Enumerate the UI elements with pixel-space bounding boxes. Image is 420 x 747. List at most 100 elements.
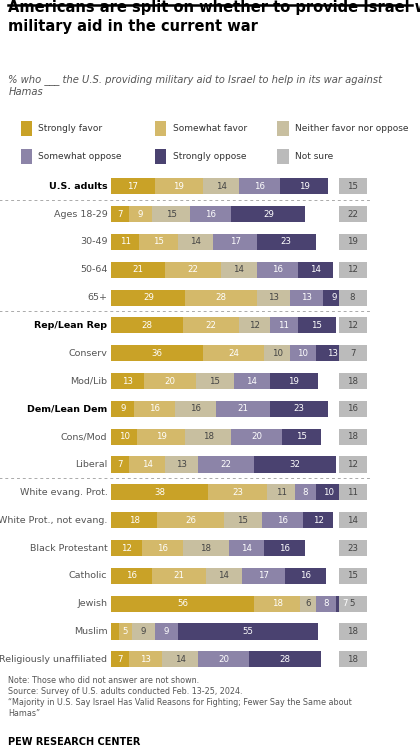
Text: Liberal: Liberal [75,460,108,469]
Text: 56: 56 [177,599,188,608]
Text: 5: 5 [350,599,355,608]
Text: 13: 13 [122,376,134,385]
Bar [111,234,139,250]
Bar [155,624,178,639]
Text: 13: 13 [176,460,187,469]
Text: 8: 8 [302,488,308,497]
Text: 12: 12 [249,321,260,330]
Bar [216,401,270,417]
Bar [111,290,185,306]
Text: 12: 12 [347,460,358,469]
Bar [270,373,318,389]
Bar [290,290,323,306]
Text: 22: 22 [205,321,216,330]
Text: Jewish: Jewish [77,599,108,608]
Text: 13: 13 [268,293,279,302]
Bar [134,401,175,417]
Text: 11: 11 [120,238,131,247]
Bar [152,568,206,584]
Bar [198,651,249,667]
Text: 7: 7 [118,210,123,219]
Text: 21: 21 [173,571,184,580]
Bar [111,317,183,333]
Bar [229,540,265,556]
Text: 20: 20 [218,655,229,664]
Text: 7: 7 [350,349,355,358]
Text: 15: 15 [153,238,164,247]
Text: 23: 23 [347,544,358,553]
Bar [165,261,221,278]
Text: Strongly oppose: Strongly oppose [173,152,246,161]
Text: 9: 9 [332,293,337,302]
Bar [282,429,320,444]
Bar [111,261,165,278]
Bar [111,484,208,500]
Bar [257,261,298,278]
Bar [111,595,254,612]
Text: 15: 15 [296,433,307,441]
Text: Somewhat favor: Somewhat favor [173,124,247,133]
Text: 14: 14 [310,265,321,274]
Text: 12: 12 [121,544,132,553]
Text: Black Protestant: Black Protestant [30,544,108,553]
Text: U.S. adults: U.S. adults [49,182,108,190]
Text: Dem/Lean Dem: Dem/Lean Dem [27,404,108,413]
Text: 21: 21 [237,404,248,413]
Bar [267,484,295,500]
Bar [163,651,198,667]
Text: Somewhat oppose: Somewhat oppose [38,152,122,161]
Text: 11: 11 [347,488,358,497]
Bar [111,345,203,362]
Text: 26: 26 [185,515,196,524]
Text: 18: 18 [347,433,358,441]
Bar [241,568,285,584]
Text: 15: 15 [311,321,322,330]
Bar [339,512,367,528]
Text: 65+: 65+ [87,293,108,302]
Bar [111,456,129,473]
Text: % who ___ the U.S. providing military aid to Israel to help in its war against
H: % who ___ the U.S. providing military ai… [8,74,382,97]
Bar [339,484,367,500]
Text: 28: 28 [142,321,152,330]
Text: 12: 12 [347,265,358,274]
Bar [323,290,346,306]
Text: 23: 23 [294,404,304,413]
Text: 16: 16 [300,571,311,580]
Text: Cons/Mod: Cons/Mod [61,433,108,441]
Text: 55: 55 [242,627,253,636]
Text: 38: 38 [154,488,165,497]
Bar [129,651,163,667]
Text: 22: 22 [187,265,199,274]
Bar [339,317,367,333]
Text: 7: 7 [118,460,123,469]
Text: 16: 16 [149,404,160,413]
Bar [339,345,367,362]
Text: 50-64: 50-64 [80,265,108,274]
Text: Mod/Lib: Mod/Lib [71,376,108,385]
Bar [336,595,354,612]
Text: Religiously unaffiliated: Religiously unaffiliated [0,655,108,664]
Bar [129,206,152,222]
Bar [254,595,300,612]
Bar [280,179,328,194]
Text: 20: 20 [165,376,176,385]
Text: 8: 8 [323,599,328,608]
Bar [270,317,298,333]
Bar [185,290,257,306]
Bar [190,206,231,222]
Bar [129,456,165,473]
Bar [339,234,367,250]
Text: 16: 16 [157,544,168,553]
Text: White evang. Prot.: White evang. Prot. [20,488,108,497]
Text: 18: 18 [272,599,283,608]
Text: 22: 22 [347,210,358,219]
Text: 29: 29 [143,293,154,302]
Text: 24: 24 [228,349,239,358]
Bar [303,512,333,528]
Text: 13: 13 [301,293,312,302]
Text: Not sure: Not sure [295,152,333,161]
Bar [178,234,213,250]
Bar [339,206,367,222]
Text: 14: 14 [215,182,226,190]
Text: 20: 20 [251,433,262,441]
